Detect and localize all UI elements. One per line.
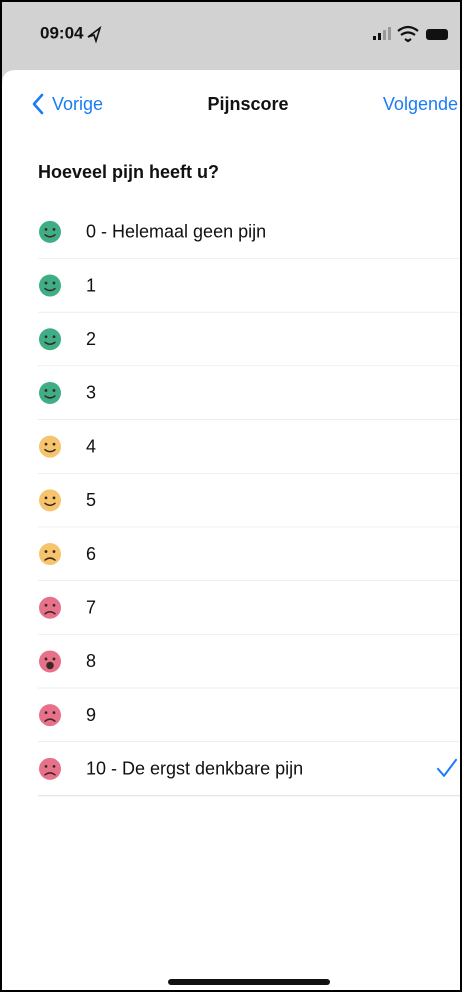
emoji-eye	[44, 550, 48, 553]
emoji-mouth	[44, 341, 56, 345]
emoji-eye	[52, 764, 56, 768]
emoji-eye	[52, 550, 56, 553]
emoji-mouth	[44, 718, 56, 722]
emoji-eye	[52, 496, 56, 500]
next-button[interactable]: Volgende	[383, 94, 458, 114]
option-row[interactable]: 3	[2, 366, 460, 420]
emoji-mouth	[44, 772, 56, 776]
status-time: 09:04	[40, 23, 84, 42]
emoji-eye	[44, 442, 48, 446]
option-label: 10 - De ergst denkbare pijn	[86, 759, 303, 779]
emoji-eye	[44, 764, 48, 768]
emoji-eye	[52, 389, 56, 392]
option-label: 1	[86, 275, 96, 295]
home-indicator	[168, 979, 330, 985]
emoji-mouth	[44, 448, 56, 453]
emoji-eye	[44, 389, 48, 392]
emoji-mouth	[44, 234, 56, 238]
wifi-icon	[397, 25, 419, 43]
emoji-mouth	[44, 611, 56, 615]
option-label: 3	[86, 383, 96, 403]
row-hit[interactable]	[2, 580, 460, 635]
option-row[interactable]: 6	[2, 527, 460, 581]
emoji-eye	[44, 281, 48, 285]
emoji-mouth	[46, 661, 54, 670]
row-hit[interactable]	[2, 742, 460, 796]
option-row[interactable]: 5	[2, 473, 460, 528]
option-label: 5	[86, 490, 96, 510]
row-hit[interactable]	[2, 473, 460, 528]
options-list: 0 - Helemaal geen pijn 1 2 3 4 5 6 7 8 9 10 - De e…	[2, 205, 460, 797]
emoji-eye	[44, 227, 48, 231]
emoji-mouth	[44, 502, 56, 507]
emoji-eye	[52, 335, 56, 339]
back-chevron[interactable]	[32, 93, 44, 115]
emoji-eye	[44, 657, 48, 661]
option-label: 2	[86, 329, 96, 349]
option-label: 7	[86, 598, 96, 618]
emoji-mouth	[44, 557, 56, 561]
option-label: 6	[86, 544, 96, 564]
emoji-eye	[52, 603, 56, 607]
emoji-face	[39, 489, 61, 512]
emoji-face	[39, 543, 61, 566]
emoji-face	[39, 381, 61, 404]
emoji-face	[39, 757, 61, 780]
option-row[interactable]: 0 - Helemaal geen pijn	[2, 205, 460, 259]
option-label: 9	[86, 705, 96, 725]
emoji-eye	[52, 227, 56, 231]
emoji-eye	[52, 711, 56, 715]
row-hit[interactable]	[2, 312, 460, 367]
location-icon	[87, 25, 102, 44]
emoji-eye	[44, 496, 48, 500]
option-row[interactable]: 7	[2, 580, 460, 635]
back-button[interactable]: Vorige	[52, 94, 103, 114]
option-row[interactable]: 2	[2, 312, 460, 367]
row-hit[interactable]	[2, 688, 460, 742]
emoji-eye	[44, 603, 48, 607]
emoji-face	[39, 328, 61, 351]
row-hit[interactable]	[2, 205, 460, 259]
emoji-eye	[44, 335, 48, 339]
checkmark	[437, 758, 457, 777]
emoji-eye	[52, 442, 56, 446]
row-hit[interactable]	[2, 366, 460, 420]
option-label: 4	[86, 436, 96, 456]
row-hit[interactable]	[2, 419, 460, 474]
emoji-face	[39, 650, 61, 673]
row-hit[interactable]	[2, 258, 460, 313]
row-hit[interactable]	[2, 527, 460, 581]
question: Hoeveel pijn heeft u?	[38, 162, 219, 182]
row-hit[interactable]	[2, 634, 460, 689]
option-label: 8	[86, 651, 96, 671]
option-row[interactable]: 9	[2, 688, 460, 742]
option-row[interactable]: 10 - De ergst denkbare pijn	[2, 742, 460, 796]
emoji-face	[39, 704, 61, 727]
option-row[interactable]: 4	[2, 419, 460, 474]
nav-title: Pijnscore	[207, 94, 288, 114]
emoji-face	[39, 435, 61, 458]
signal-icon	[373, 27, 391, 40]
emoji-eye	[52, 281, 56, 285]
emoji-face	[39, 274, 61, 297]
emoji-eye	[52, 657, 56, 661]
emoji-mouth	[44, 395, 56, 399]
emoji-face	[39, 596, 61, 619]
emoji-face	[39, 220, 61, 243]
emoji-mouth	[44, 287, 56, 292]
option-row[interactable]: 8	[2, 634, 460, 689]
option-row[interactable]: 1	[2, 258, 460, 313]
battery-icon	[426, 29, 448, 40]
emoji-eye	[44, 711, 48, 715]
option-label: 0 - Helemaal geen pijn	[86, 222, 266, 242]
